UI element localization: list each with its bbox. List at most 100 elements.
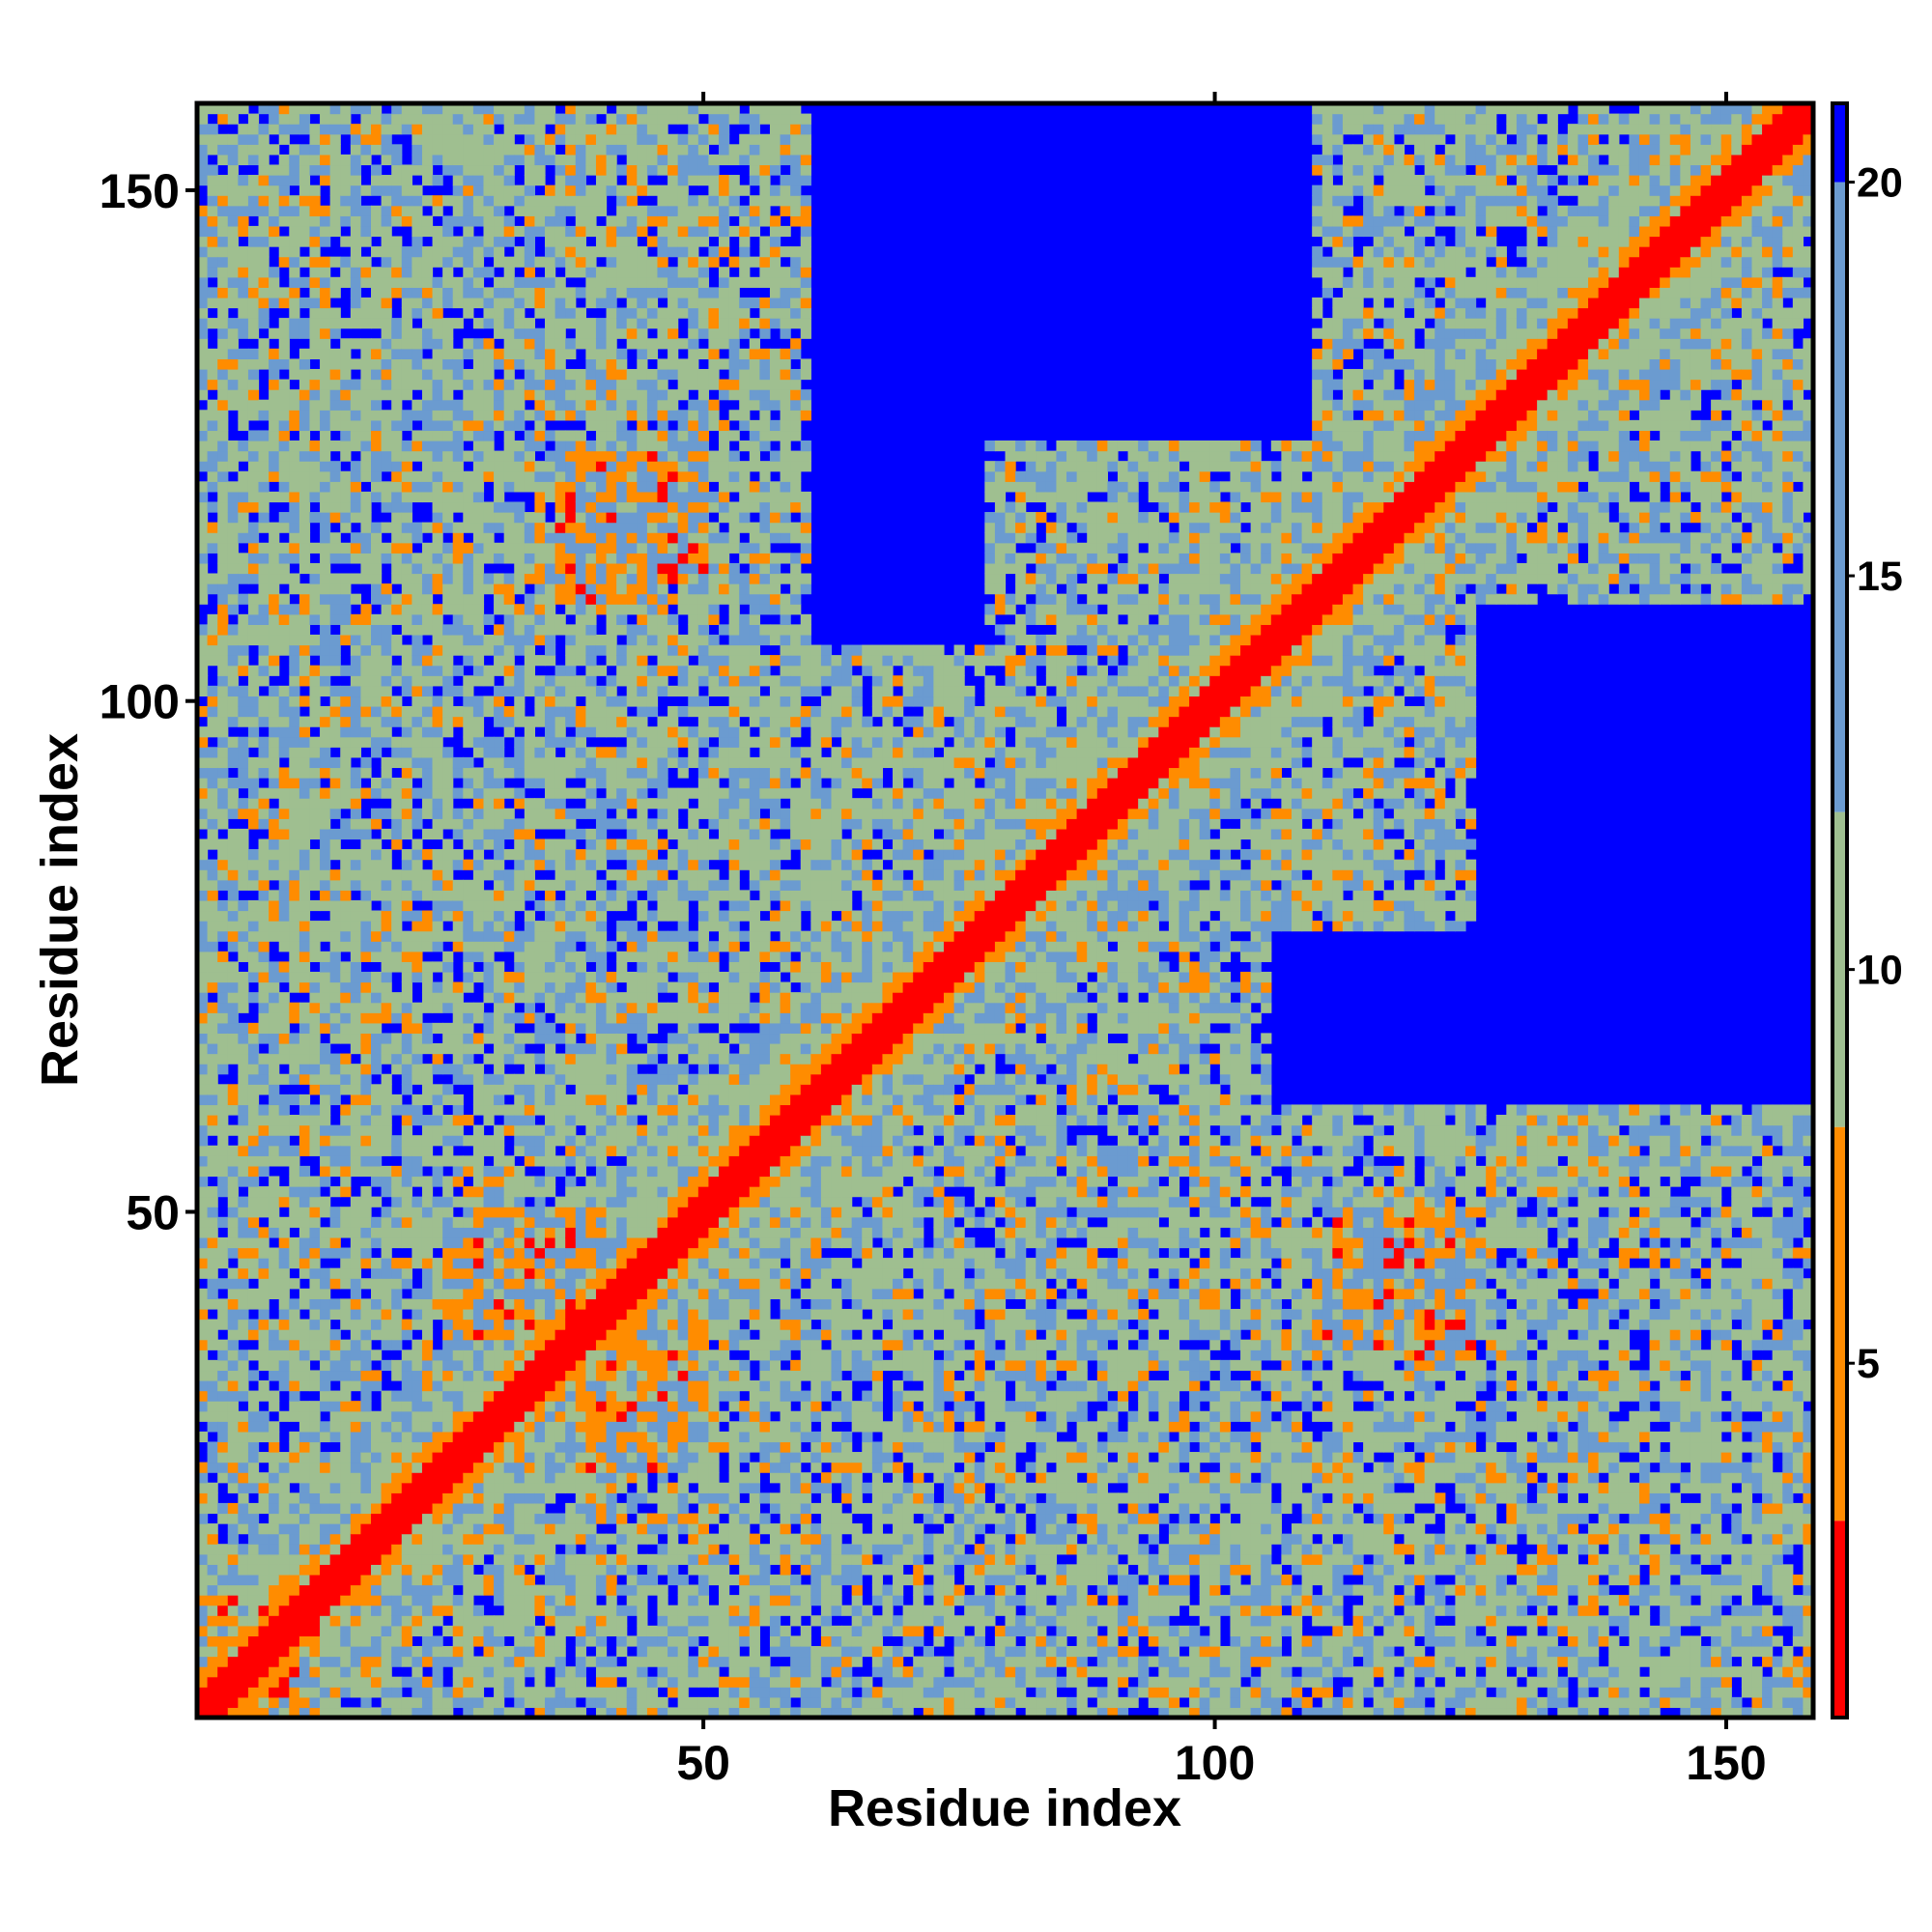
heatmap-cell <box>412 1431 423 1443</box>
heatmap-cell <box>514 705 526 718</box>
heatmap-cell <box>412 1452 423 1463</box>
heatmap-cell <box>258 1615 270 1627</box>
heatmap-cell <box>514 1441 526 1453</box>
heatmap-cell <box>371 726 383 738</box>
heatmap-cell <box>442 593 454 605</box>
heatmap-cell <box>309 593 321 605</box>
heatmap-cell <box>350 747 362 758</box>
heatmap-cell <box>340 787 352 799</box>
heatmap-cell <box>494 593 505 605</box>
heatmap-cell <box>524 1452 536 1463</box>
heatmap-cell <box>309 1053 321 1065</box>
heatmap-cell <box>421 410 434 421</box>
heatmap-cell <box>258 910 270 922</box>
heatmap-cell <box>289 1186 300 1198</box>
heatmap-cell <box>503 818 515 830</box>
heatmap-cell <box>269 1216 280 1228</box>
heatmap-cell <box>483 675 495 687</box>
heatmap-cell <box>207 410 218 421</box>
heatmap-cell <box>197 501 209 513</box>
heatmap-cell <box>329 930 341 942</box>
heatmap-cell <box>381 358 392 370</box>
heatmap-cell <box>452 828 464 840</box>
heatmap-cell <box>298 1502 311 1515</box>
heatmap-cell <box>381 133 392 145</box>
heatmap-cell <box>329 368 341 381</box>
heatmap-cell <box>483 389 495 401</box>
heatmap-cell <box>360 1564 372 1576</box>
heatmap-cell <box>278 327 290 339</box>
heatmap-cell <box>472 573 485 584</box>
heatmap-cell <box>514 613 526 625</box>
heatmap-cell <box>329 644 341 656</box>
heatmap-cell <box>545 613 556 625</box>
heatmap-cell <box>289 921 300 932</box>
heatmap-cell <box>329 481 341 493</box>
heatmap-cell <box>329 113 341 125</box>
heatmap-cell <box>432 808 443 819</box>
heatmap-cell <box>269 685 280 697</box>
heatmap-cell <box>472 869 485 881</box>
heatmap-cell <box>432 1298 443 1310</box>
heatmap-cell <box>329 573 341 584</box>
heatmap-cell <box>238 348 249 359</box>
heatmap-cell <box>472 1319 485 1330</box>
heatmap-cell <box>483 971 495 983</box>
heatmap-cell <box>401 1012 412 1024</box>
heatmap-cell <box>412 1094 423 1106</box>
heatmap-cell <box>545 961 556 973</box>
heatmap-cell <box>503 644 515 656</box>
heatmap-cell <box>329 1410 341 1422</box>
heatmap-cell <box>494 921 505 932</box>
heatmap-cell <box>329 1186 341 1198</box>
heatmap-cell <box>340 1124 352 1136</box>
heatmap-cell <box>278 604 290 615</box>
heatmap-cell <box>472 1227 485 1238</box>
heatmap-cell <box>207 1165 218 1178</box>
heatmap-cell <box>309 154 321 166</box>
heatmap-cell <box>320 287 331 298</box>
heatmap-cell <box>381 1176 392 1187</box>
heatmap-cell <box>309 1135 321 1147</box>
heatmap-cell <box>412 368 423 381</box>
heatmap-cell <box>238 1584 249 1596</box>
heatmap-cell <box>391 348 403 359</box>
heatmap-cell <box>412 1115 423 1126</box>
heatmap-cell <box>247 859 260 870</box>
heatmap-cell <box>421 1431 434 1443</box>
heatmap-cell <box>412 1605 423 1616</box>
heatmap-cell <box>554 1339 566 1350</box>
heatmap-cell <box>278 992 290 1004</box>
heatmap-cell <box>329 1124 341 1136</box>
heatmap-cell <box>217 236 229 247</box>
heatmap-cell <box>483 808 495 819</box>
heatmap-cell <box>371 522 383 533</box>
heatmap-cell <box>227 1339 239 1350</box>
heatmap-cell <box>412 1625 423 1636</box>
heatmap-cell <box>207 634 218 646</box>
heatmap-cell <box>391 430 403 441</box>
heatmap-cell <box>483 961 495 973</box>
heatmap-cell <box>545 685 556 697</box>
heatmap-cell <box>452 1104 464 1116</box>
heatmap-cell <box>329 225 341 238</box>
heatmap-cell <box>197 338 209 350</box>
heatmap-cell <box>238 205 249 216</box>
heatmap-cell <box>452 1645 464 1658</box>
heatmap-cell <box>472 828 485 840</box>
heatmap-cell <box>524 430 536 441</box>
heatmap-cell <box>421 1227 434 1238</box>
heatmap-cell <box>483 1308 495 1321</box>
heatmap-cell <box>207 613 218 625</box>
heatmap-cell <box>247 562 260 575</box>
heatmap-cell <box>442 726 454 738</box>
heatmap-cell <box>483 787 495 799</box>
heatmap-cell <box>391 1359 403 1372</box>
heatmap-cell <box>320 1308 331 1321</box>
heatmap-cell <box>258 1574 270 1586</box>
heatmap-cell <box>360 379 372 390</box>
heatmap-cell <box>494 205 505 216</box>
heatmap-cell <box>432 430 443 441</box>
heatmap-cell <box>217 583 229 595</box>
heatmap-cell <box>197 419 209 432</box>
